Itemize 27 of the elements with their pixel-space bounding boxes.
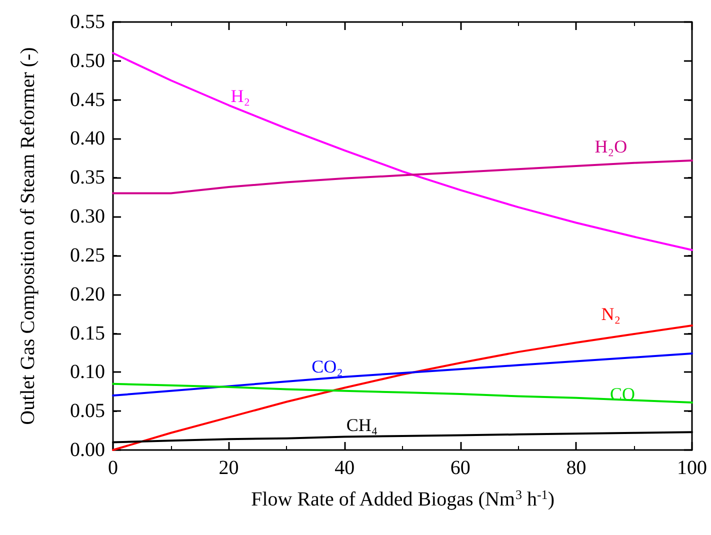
x-tick-label: 40 <box>334 457 355 479</box>
y-tick-label: 0.50 <box>70 50 105 72</box>
line-series <box>112 52 693 252</box>
y-tick-label: 0.10 <box>70 361 105 384</box>
series-label: CO₂ <box>312 356 343 377</box>
y-tick-label: 0.35 <box>70 166 105 189</box>
y-tick-label: 0.25 <box>70 244 105 266</box>
y-tick-label: 0.00 <box>70 439 105 461</box>
x-tick-label: 100 <box>677 457 707 479</box>
series-label: N₂ <box>601 304 621 324</box>
y-axis-title: Outlet Gas Composition of Steam Reformer (-) <box>17 47 39 425</box>
series-label: H₂O <box>594 136 628 157</box>
y-tick-label: 0.45 <box>70 88 105 111</box>
y-tick-label: 0.40 <box>70 128 105 150</box>
line-series <box>112 160 693 194</box>
y-tick-label: 0.20 <box>70 283 105 306</box>
y-tick-label: 0.15 <box>70 322 105 344</box>
x-tick-label: 80 <box>566 457 586 479</box>
y-tick-label: 0.05 <box>70 400 105 422</box>
x-tick-label: 20 <box>218 457 239 479</box>
series-label: CH₄ <box>346 415 378 436</box>
x-tick-label: 0 <box>108 457 118 479</box>
y-tick-label: 0.55 <box>70 11 105 33</box>
line-series <box>112 382 693 404</box>
x-tick-label: 60 <box>450 457 470 479</box>
series-label: H₂ <box>230 86 250 106</box>
y-tick-label: 0.30 <box>70 206 105 228</box>
